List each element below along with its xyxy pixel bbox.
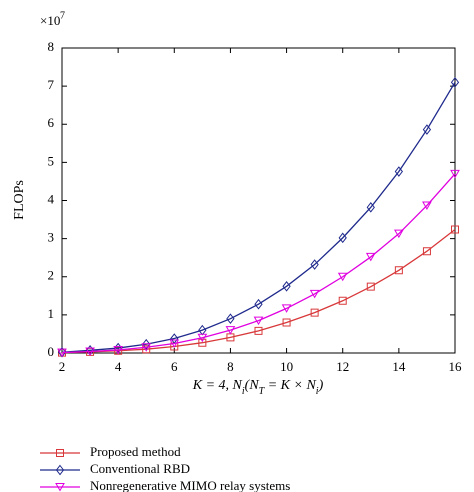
x-label-part: ) — [318, 378, 324, 393]
x-tick-label: 2 — [59, 359, 66, 374]
marker — [226, 333, 235, 342]
marker — [338, 232, 347, 244]
x-label-part: K = 4, N — [192, 378, 243, 393]
marker — [113, 345, 124, 355]
legend-marker — [55, 464, 65, 476]
marker — [254, 298, 263, 310]
marker — [141, 343, 152, 352]
marker — [309, 289, 320, 299]
marker — [394, 266, 403, 275]
series-line — [61, 81, 456, 353]
marker — [422, 247, 431, 256]
x-tick-label: 6 — [171, 359, 178, 374]
marker — [114, 346, 123, 355]
marker — [169, 339, 180, 348]
y-tick-label: 8 — [48, 39, 55, 54]
series-line — [61, 173, 456, 354]
marker — [253, 316, 264, 326]
multiplier: ×10 — [40, 13, 60, 28]
marker — [142, 338, 151, 350]
marker — [225, 326, 236, 335]
x-label-part: (N — [245, 378, 260, 393]
marker — [282, 280, 291, 292]
y-tick-label: 3 — [48, 230, 55, 245]
y-tick-label: 0 — [48, 344, 55, 359]
legend-marker — [55, 483, 65, 492]
y-tick-label: 6 — [48, 115, 55, 130]
legend-marker — [56, 449, 64, 457]
x-tick-label: 4 — [115, 359, 122, 374]
x-label-part: = K × N — [264, 378, 316, 393]
y-tick-label: 1 — [48, 306, 55, 321]
marker — [197, 333, 208, 343]
marker — [451, 225, 459, 234]
y-axis-label: FLOPs — [12, 180, 27, 220]
x-axis-label: K = 4, Ni(NT = K × Ni) — [192, 378, 324, 397]
y-tick-label: 2 — [48, 268, 55, 283]
legend — [20, 412, 440, 486]
marker — [422, 124, 432, 135]
marker — [366, 202, 375, 213]
x-tick-label: 16 — [449, 359, 463, 374]
x-label-subscript: i — [316, 386, 319, 397]
marker — [393, 229, 404, 239]
x-tick-label: 10 — [280, 359, 293, 374]
marker — [450, 169, 460, 179]
y-tick-label: 5 — [48, 153, 55, 168]
x-label-subscript: T — [259, 386, 266, 397]
marker — [338, 296, 347, 305]
marker — [226, 313, 235, 325]
legend-label: Proposed method — [90, 444, 181, 459]
marker — [85, 347, 95, 356]
marker — [394, 166, 403, 177]
y-tick-label: 4 — [48, 191, 55, 206]
marker — [310, 308, 319, 317]
series-line — [61, 228, 456, 354]
marker — [310, 259, 319, 270]
marker — [254, 326, 263, 335]
marker — [422, 201, 432, 210]
plot-frame — [61, 47, 456, 354]
x-tick-label: 14 — [392, 359, 406, 374]
x-tick-label: 12 — [336, 359, 349, 374]
multiplier-exponent: 7 — [60, 10, 65, 21]
marker — [365, 252, 376, 262]
marker — [282, 318, 291, 327]
marker — [366, 282, 375, 291]
marker — [57, 348, 67, 358]
marker — [142, 345, 151, 354]
marker — [450, 76, 460, 88]
legend-label: Nonregenerative MIMO relay systems — [90, 478, 290, 492]
marker — [281, 304, 292, 313]
legend-label: Conventional RBD — [90, 461, 190, 476]
y-tick-label: 7 — [48, 77, 55, 92]
x-tick-label: 8 — [227, 359, 234, 374]
x-label-subscript: i — [242, 386, 245, 397]
marker — [337, 272, 348, 282]
